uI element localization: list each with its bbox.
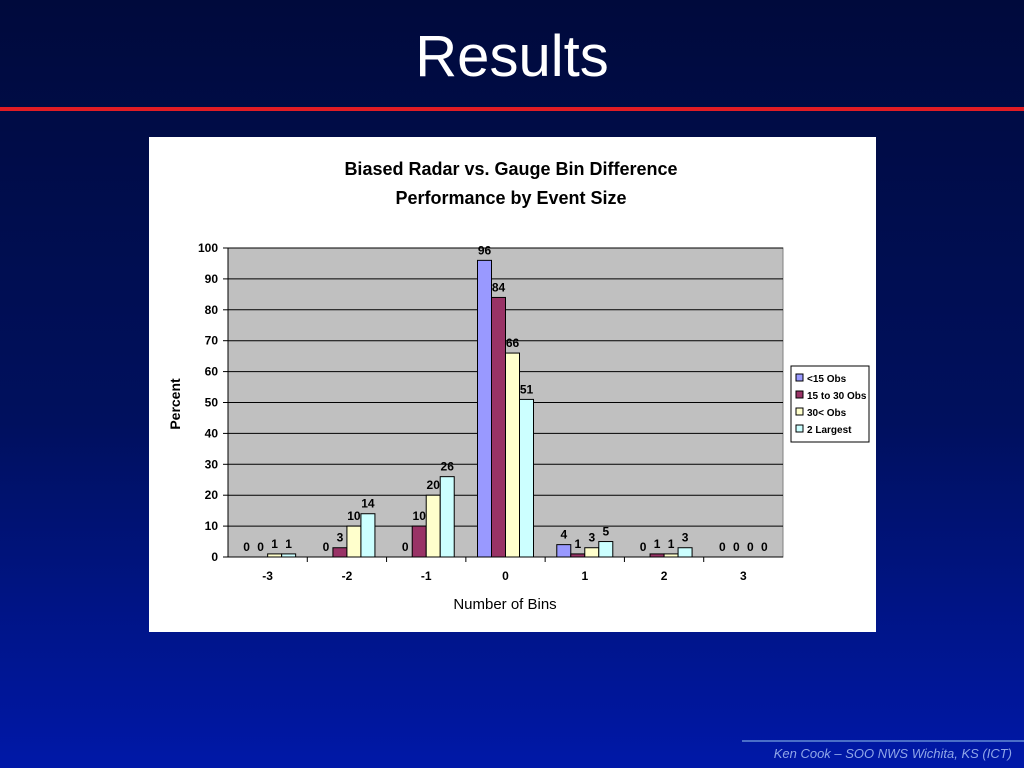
bar (360, 513, 376, 558)
bar (267, 553, 283, 558)
y-tick-label: 30 (205, 457, 219, 471)
bar (477, 259, 492, 558)
bar (505, 352, 520, 558)
bar (411, 525, 427, 558)
data-label: 0 (733, 540, 740, 554)
data-label: 1 (654, 537, 661, 551)
bar (556, 544, 572, 558)
y-tick-label: 50 (205, 396, 219, 410)
data-label: 3 (588, 531, 595, 545)
data-label: 4 (560, 528, 567, 542)
bar (570, 553, 586, 558)
x-tick-label: -2 (342, 569, 353, 583)
legend-swatch (795, 407, 804, 416)
chart-subtitle: Performance by Event Size (395, 188, 626, 208)
legend-swatch (795, 373, 804, 382)
bar (281, 553, 297, 558)
bar (346, 525, 362, 558)
bar (598, 541, 614, 558)
footer-credit: Ken Cook – SOO NWS Wichita, KS (ICT) (773, 746, 1012, 761)
y-tick-label: 90 (205, 272, 219, 286)
data-label: 3 (682, 531, 689, 545)
data-label: 0 (719, 540, 726, 554)
bar (425, 494, 441, 558)
data-label: 0 (402, 540, 409, 554)
bar (584, 547, 600, 558)
title-divider (0, 107, 1024, 111)
chart-panel: Biased Radar vs. Gauge Bin Difference Pe… (149, 137, 876, 632)
x-tick-label: 0 (502, 569, 509, 583)
y-tick-label: 80 (205, 303, 219, 317)
data-label: 0 (747, 540, 754, 554)
data-label: 14 (361, 497, 375, 511)
data-label: 1 (271, 537, 278, 551)
data-label: 66 (506, 336, 520, 350)
x-tick-label: 2 (661, 569, 668, 583)
legend-swatch (795, 390, 804, 399)
legend-label: 30< Obs (807, 408, 847, 419)
y-tick-label: 20 (205, 488, 219, 502)
bar (519, 398, 534, 558)
data-label: 1 (668, 537, 675, 551)
data-label: 0 (640, 540, 647, 554)
y-tick-label: 40 (205, 426, 219, 440)
data-label: 1 (285, 537, 292, 551)
y-axis-label: Percent (167, 378, 183, 430)
x-axis-label: Number of Bins (453, 596, 556, 613)
bar (332, 547, 348, 558)
bar-chart: Biased Radar vs. Gauge Bin Difference Pe… (167, 159, 870, 613)
y-tick-label: 0 (211, 550, 218, 564)
data-label: 51 (520, 382, 534, 396)
data-label: 0 (761, 540, 768, 554)
data-label: 10 (413, 509, 427, 523)
data-label: 96 (478, 243, 492, 257)
bar (663, 553, 679, 558)
y-tick-label: 60 (205, 365, 219, 379)
legend-box (790, 365, 870, 443)
legend-label: 15 to 30 Obs (807, 391, 867, 402)
data-label: 3 (337, 531, 344, 545)
data-label: 84 (492, 280, 506, 294)
data-label: 20 (427, 478, 441, 492)
bar (649, 553, 665, 558)
data-label: 1 (574, 537, 581, 551)
y-tick-label: 70 (205, 334, 219, 348)
legend-label: 2 Largest (807, 425, 852, 436)
data-label: 0 (323, 540, 330, 554)
x-tick-label: 3 (740, 569, 747, 583)
bar (491, 296, 506, 558)
y-tick-label: 100 (198, 241, 218, 255)
bar (439, 476, 455, 558)
x-tick-label: -1 (421, 569, 432, 583)
data-label: 5 (602, 525, 609, 539)
data-label: 10 (347, 509, 361, 523)
data-label: 26 (441, 460, 455, 474)
slide-title: Results (415, 24, 609, 89)
legend-label: <15 Obs (807, 374, 847, 385)
data-label: 0 (243, 540, 250, 554)
footer-divider (742, 740, 1024, 742)
x-tick-label: -3 (262, 569, 273, 583)
x-tick-label: 1 (581, 569, 588, 583)
chart-title: Biased Radar vs. Gauge Bin Difference (344, 159, 677, 179)
data-label: 0 (257, 540, 264, 554)
y-tick-label: 10 (205, 519, 219, 533)
legend-swatch (795, 424, 804, 433)
bar (677, 547, 693, 558)
